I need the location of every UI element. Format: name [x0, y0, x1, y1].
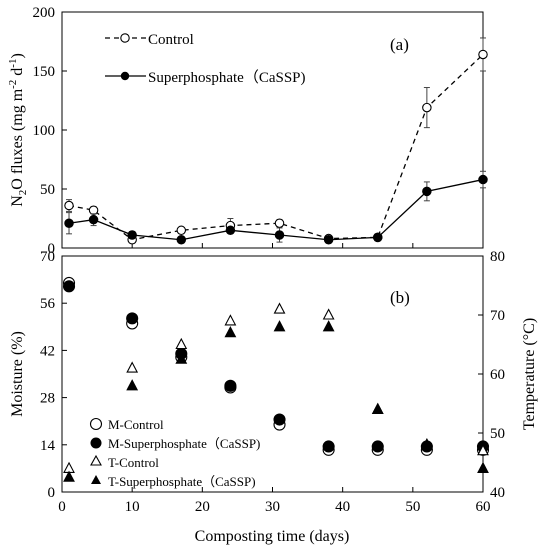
data-point-t-control [126, 361, 139, 373]
legend-marker-open-circle [120, 33, 130, 43]
data-point-t-superphosphate [63, 470, 75, 482]
data-point-control [64, 200, 74, 211]
legend-label-t-control: T-Control [108, 455, 159, 470]
legend-entry-m-superphosphate: M-Superphosphate（CaSSP) [90, 436, 260, 451]
panel-b-moisture-temperature-chart: 0 14 28 42 56 70 40 50 60 70 80 0 10 20 30 40 50 60 (b) M… [9, 249, 538, 545]
panel-b-label: (b) [390, 288, 410, 307]
panel-a-y-tick-label: 50 [40, 182, 55, 198]
data-point-superphosphate [372, 232, 383, 243]
legend-entry-t-superphosphate: T-Superphosphate（CaSSP) [91, 474, 256, 489]
panel-b-left-y-tick-label: 56 [40, 296, 56, 312]
legend-entry-control: Control [105, 32, 194, 48]
data-point-control [176, 225, 187, 236]
data-point-m-superphosphate [224, 379, 237, 392]
data-point-superphosphate [88, 214, 99, 225]
panel-a-y-tick-label: 150 [33, 64, 56, 80]
legend-entry-t-control: T-Control [90, 454, 159, 470]
data-point-t-control [322, 308, 335, 320]
legend-entry-superphosphate: Superphosphate（CaSSP) [105, 69, 306, 86]
legend-label-t-superphosphate: T-Superphosphate（CaSSP) [108, 474, 256, 489]
legend-label-m-control: M-Control [108, 417, 164, 432]
data-point-control [422, 102, 432, 113]
data-point-superphosphate [176, 234, 187, 245]
x-tick-label: 20 [195, 499, 210, 515]
panel-b-right-y-tick-label: 80 [490, 249, 505, 265]
data-point-m-superphosphate [126, 312, 139, 325]
data-point-superphosphate [64, 218, 74, 228]
legend-marker-filled-circle [120, 71, 130, 81]
panel-a-legend: Control Superphosphate（CaSSP) [105, 32, 306, 86]
panel-b-left-y-tick-label: 0 [48, 485, 56, 501]
data-point-m-superphosphate [62, 280, 76, 293]
x-tick-label: 30 [265, 499, 280, 515]
data-point-t-control [224, 314, 237, 326]
panel-b-right-y-tick-label: 50 [490, 426, 505, 442]
x-tick-label: 0 [58, 499, 66, 515]
panel-a-y-tick-label: 100 [33, 123, 56, 139]
data-point-t-superphosphate [273, 320, 286, 332]
panel-a-label: (a) [390, 35, 409, 54]
panel-b-y-axis-title-right: Temperature (°C) [521, 318, 538, 430]
panel-b-legend: M-Control M-Superphosphate（CaSSP) T-Cont… [89, 417, 260, 489]
panel-a-frame [61, 11, 484, 249]
data-point-control [478, 49, 488, 60]
data-point-t-superphosphate [322, 320, 335, 332]
panel-a-flux-chart: 0 50 100 150 200 (a) Control Superphosphate（… [7, 5, 488, 257]
panel-b-right-y-tick-label: 70 [490, 308, 505, 324]
legend-entry-m-control: M-Control [89, 417, 164, 432]
panel-b-right-y-tick-label: 60 [490, 367, 505, 383]
x-axis-title: Composting time (days) [195, 528, 350, 545]
data-point-t-superphosphate [175, 352, 188, 364]
data-point-t-control [477, 444, 489, 456]
data-point-control [274, 218, 285, 228]
data-point-t-superphosphate [126, 379, 139, 391]
panel-a-y-tick-label: 0 [48, 241, 56, 257]
data-point-m-superphosphate [371, 440, 384, 453]
x-tick-label: 50 [405, 499, 420, 515]
data-point-t-control [175, 337, 188, 350]
x-tick-label: 60 [476, 499, 491, 515]
data-point-t-superphosphate [477, 461, 489, 473]
data-point-t-superphosphate [420, 438, 433, 450]
panel-a-y-axis-title: N2O fluxes (mg m-2 d-1) [7, 53, 29, 207]
data-point-superphosphate [225, 225, 236, 236]
legend-marker-filled-circle [90, 437, 102, 449]
legend-label-m-superphosphate: M-Superphosphate（CaSSP) [108, 436, 260, 451]
panel-a-y-tick-label: 200 [33, 5, 56, 21]
data-point-control [88, 205, 99, 215]
data-point-superphosphate [127, 230, 137, 240]
data-point-superphosphate [422, 186, 432, 197]
legend-label-control: Control [148, 32, 194, 48]
data-point-superphosphate [323, 234, 334, 245]
panel-b-right-y-tick-label: 40 [490, 485, 505, 501]
panel-b-left-y-tick-label: 42 [40, 343, 55, 359]
panel-b-left-y-tick-label: 70 [40, 249, 55, 265]
panel-b-left-y-tick-label: 14 [40, 438, 56, 454]
data-point-t-superphosphate [371, 402, 384, 414]
legend-label-superphosphate: Superphosphate（CaSSP) [148, 69, 306, 86]
x-tick-label: 40 [335, 499, 350, 515]
x-tick-label: 10 [125, 499, 140, 515]
series-line-control [68, 54, 484, 241]
data-point-m-superphosphate [273, 413, 286, 426]
legend-marker-open-circle [89, 417, 103, 431]
series-line-superphosphate [68, 178, 484, 241]
data-point-t-superphosphate [224, 326, 237, 338]
data-point-m-superphosphate [322, 440, 335, 453]
data-point-superphosphate [274, 230, 285, 240]
legend-marker-filled-triangle [91, 475, 101, 484]
data-point-t-control [273, 302, 286, 314]
panel-b-y-axis-title-left: Moisture (%) [9, 331, 26, 417]
data-point-superphosphate [478, 174, 488, 185]
panel-b-left-y-tick-label: 28 [40, 391, 55, 407]
legend-marker-open-triangle [90, 454, 102, 466]
